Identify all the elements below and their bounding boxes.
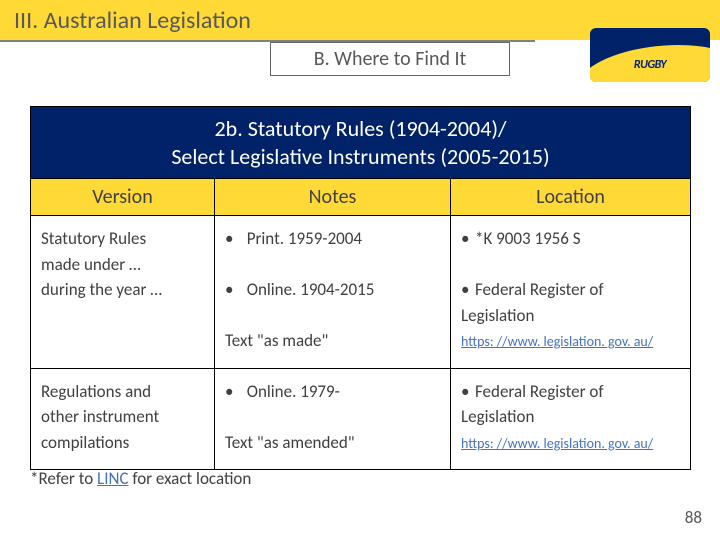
rugby-logo: RUGBY (590, 28, 710, 82)
location-text: Federal Register of Legislation (461, 279, 604, 326)
notes-text: Online. 1904-2015 (247, 279, 375, 300)
version-text: compilations (41, 432, 129, 453)
cell-notes: • Print. 1959-2004 • Online. 1904-2015 T… (215, 216, 451, 369)
table-title-row: 2b. Statutory Rules (1904-2004)/ Select … (31, 107, 691, 179)
cell-location: •Federal Register of Legislation https: … (451, 368, 691, 470)
bullet-icon: • (461, 277, 475, 303)
cell-location: •*K 9003 1956 S •Federal Register of Leg… (451, 216, 691, 369)
footnote-suffix: for exact location (129, 468, 252, 489)
subsection-box: B. Where to Find It (270, 42, 510, 76)
notes-text: Online. 1979- (247, 381, 340, 402)
bullet-icon: • (225, 277, 239, 303)
cell-notes: • Online. 1979- Text "as amended" (215, 368, 451, 470)
location-text: *K 9003 1956 S (475, 228, 581, 249)
col-header-notes: Notes (215, 179, 451, 216)
version-text: during the year … (41, 279, 162, 300)
bullet-icon: • (225, 226, 239, 252)
subsection-title: B. Where to Find It (314, 47, 467, 71)
col-header-location: Location (451, 179, 691, 216)
footnote-prefix: *Refer to (30, 468, 97, 489)
logo-text: RUGBY (634, 58, 666, 72)
cell-version: Statutory Rules made under … during the … (31, 216, 215, 369)
table-row: Regulations and other instrument compila… (31, 368, 691, 470)
footnote: *Refer to LINC for exact location (30, 468, 251, 489)
notes-footer: Text "as made" (225, 330, 328, 351)
col-header-version: Version (31, 179, 215, 216)
notes-footer: Text "as amended" (225, 432, 355, 453)
table-title-line1: 2b. Statutory Rules (1904-2004)/ (214, 115, 506, 142)
legislation-link[interactable]: https: //www. legislation. gov. au/ (461, 333, 653, 350)
bullet-icon: • (225, 379, 239, 405)
version-text: Regulations and (41, 381, 151, 402)
section-title: III. Australian Legislation (14, 6, 251, 35)
legislation-table: 2b. Statutory Rules (1904-2004)/ Select … (30, 106, 690, 470)
bullet-icon: • (461, 226, 475, 252)
version-text: made under … (41, 254, 141, 275)
table-title-line2: Select Legislative Instruments (2005-201… (171, 143, 549, 170)
bullet-icon: • (461, 379, 475, 405)
location-text: Federal Register of Legislation (461, 381, 604, 428)
version-text: other instrument (41, 406, 159, 427)
cell-version: Regulations and other instrument compila… (31, 368, 215, 470)
page-number: 88 (685, 507, 702, 528)
legislation-link[interactable]: https: //www. legislation. gov. au/ (461, 435, 653, 452)
table-title-cell: 2b. Statutory Rules (1904-2004)/ Select … (31, 107, 691, 179)
linc-link[interactable]: LINC (97, 468, 128, 489)
table-header-row: Version Notes Location (31, 179, 691, 216)
notes-text: Print. 1959-2004 (247, 228, 362, 249)
table-row: Statutory Rules made under … during the … (31, 216, 691, 369)
version-text: Statutory Rules (41, 228, 146, 249)
